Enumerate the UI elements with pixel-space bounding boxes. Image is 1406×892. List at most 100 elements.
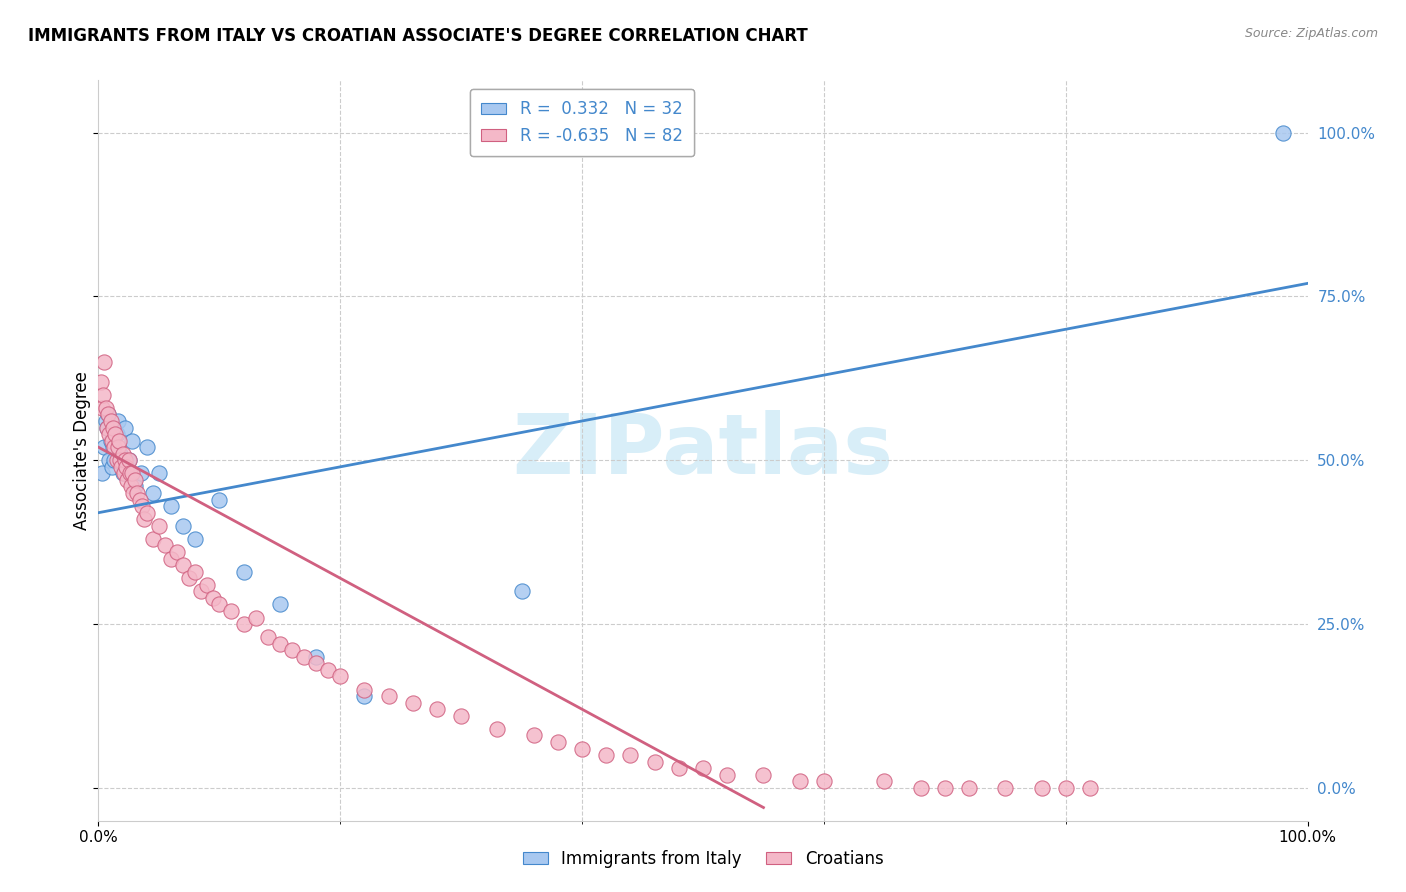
Point [128, 492, 150, 507]
Point [93, 440, 115, 454]
Point [245, 610, 267, 624]
Point [114, 420, 136, 434]
Point [510, 584, 533, 599]
Point [353, 682, 375, 697]
Point [1078, 780, 1101, 795]
Point [101, 440, 124, 454]
Point [94, 401, 117, 415]
Text: ZIPatlas: ZIPatlas [513, 410, 893, 491]
Legend: R =  0.332   N = 32, R = -0.635   N = 82: R = 0.332 N = 32, R = -0.635 N = 82 [470, 88, 695, 156]
Point [96, 420, 118, 434]
Point [668, 761, 690, 775]
Point [97, 408, 120, 422]
Point [98, 453, 121, 467]
Point [115, 459, 138, 474]
Point [122, 486, 145, 500]
Point [117, 473, 139, 487]
Point [184, 565, 207, 579]
Point [523, 729, 546, 743]
Point [450, 708, 472, 723]
Point [957, 780, 980, 795]
Point [124, 479, 146, 493]
Point [256, 630, 278, 644]
Point [172, 558, 194, 573]
Point [402, 696, 425, 710]
Point [131, 499, 153, 513]
Point [292, 649, 315, 664]
Point [142, 532, 165, 546]
Point [305, 649, 328, 664]
Point [221, 604, 243, 618]
Point [107, 440, 129, 454]
Point [148, 467, 170, 481]
Point [100, 459, 122, 474]
Point [1272, 126, 1295, 140]
Point [142, 486, 165, 500]
Point [129, 467, 152, 481]
Point [619, 748, 641, 763]
Point [121, 434, 143, 448]
Point [104, 427, 127, 442]
Point [101, 420, 124, 434]
Point [377, 689, 399, 703]
Point [184, 532, 207, 546]
Point [232, 617, 254, 632]
Point [644, 755, 666, 769]
Point [108, 447, 131, 461]
Point [547, 735, 569, 749]
Y-axis label: Associate's Degree: Associate's Degree [73, 371, 91, 530]
Point [114, 453, 136, 467]
Point [91, 388, 114, 402]
Point [118, 467, 141, 481]
Point [105, 453, 128, 467]
Point [153, 539, 176, 553]
Point [752, 768, 775, 782]
Legend: Immigrants from Italy, Croatians: Immigrants from Italy, Croatians [516, 844, 890, 875]
Point [100, 414, 122, 428]
Point [208, 492, 231, 507]
Point [94, 414, 117, 428]
Point [118, 453, 141, 467]
Point [90, 375, 112, 389]
Point [910, 780, 932, 795]
Point [100, 434, 122, 448]
Point [269, 637, 291, 651]
Point [127, 486, 149, 500]
Point [93, 355, 115, 369]
Point [329, 669, 352, 683]
Point [281, 643, 304, 657]
Point [160, 551, 183, 566]
Point [353, 689, 375, 703]
Point [135, 440, 157, 454]
Point [148, 518, 170, 533]
Point [112, 467, 135, 481]
Point [91, 401, 114, 415]
Point [716, 768, 738, 782]
Point [160, 499, 183, 513]
Point [107, 414, 129, 428]
Point [692, 761, 714, 775]
Point [202, 591, 225, 605]
Point [316, 663, 339, 677]
Point [120, 479, 142, 493]
Point [789, 774, 811, 789]
Point [166, 545, 188, 559]
Point [305, 657, 328, 671]
Point [486, 722, 509, 736]
Point [100, 434, 122, 448]
Point [105, 427, 128, 442]
Point [124, 473, 146, 487]
Point [934, 780, 956, 795]
Point [994, 780, 1017, 795]
Point [97, 408, 120, 422]
Point [110, 459, 132, 474]
Point [91, 467, 114, 481]
Point [232, 565, 254, 579]
Point [135, 506, 157, 520]
Point [195, 578, 218, 592]
Point [108, 453, 131, 467]
Point [103, 440, 125, 454]
Point [118, 453, 141, 467]
Point [108, 434, 131, 448]
Point [121, 467, 143, 481]
